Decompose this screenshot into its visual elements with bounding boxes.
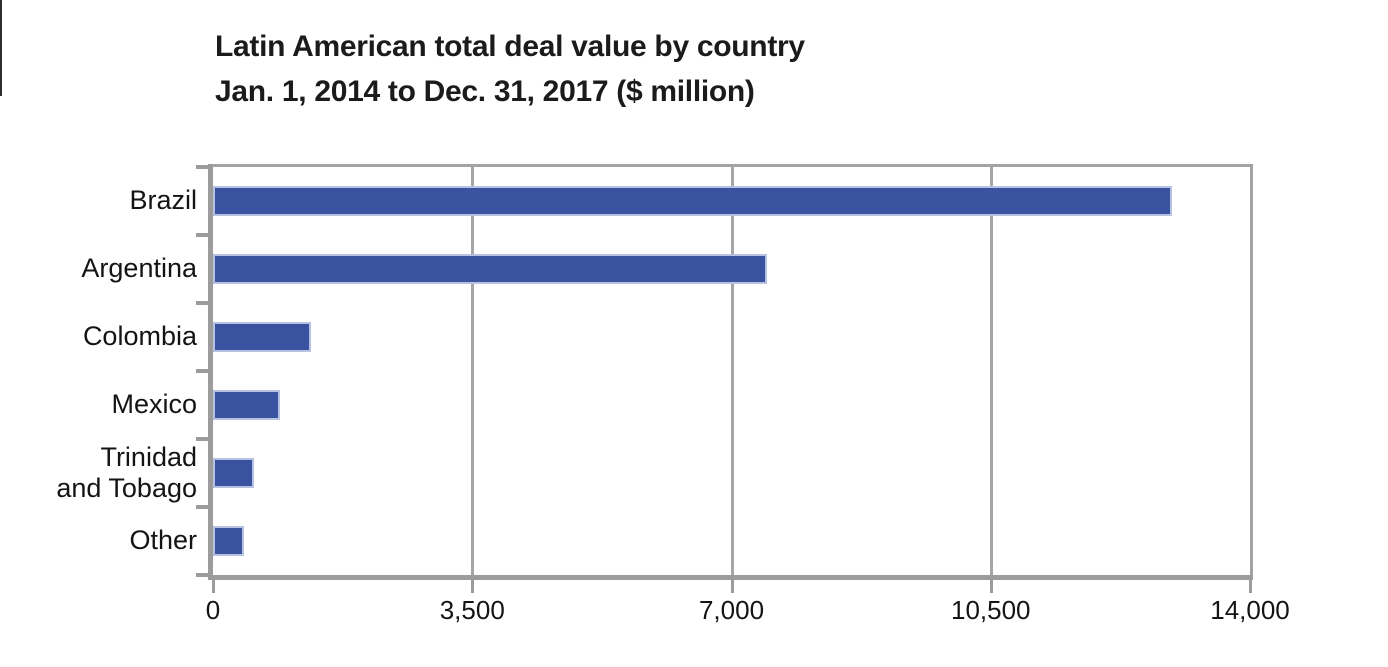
category-label-line: Brazil	[129, 185, 197, 216]
scan-artifact-line	[0, 0, 2, 96]
bar-colombia	[213, 322, 311, 352]
plot-border-top	[208, 164, 1253, 167]
bar-row-argentina	[213, 235, 1250, 303]
x-tick-label-14-000: 14,000	[1210, 595, 1290, 625]
x-axis-tick-14-000	[1249, 580, 1252, 593]
y-axis-tick	[196, 573, 208, 577]
category-label-line: Colombia	[82, 321, 197, 352]
category-label-colombia: Colombia	[0, 303, 197, 371]
x-tick-label-7-000: 7,000	[698, 595, 765, 625]
x-axis-tick-0	[212, 580, 215, 593]
category-label-brazil: Brazil	[0, 167, 197, 235]
category-label-line: Argentina	[81, 253, 197, 284]
bar-trinidad-and-tobago	[213, 458, 254, 488]
x-tick-label-0: 0	[205, 595, 221, 625]
bar-row-trinidad-and-tobago	[213, 439, 1250, 507]
x-tick-label-10-500: 10,500	[950, 595, 1031, 625]
bar-row-mexico	[213, 371, 1250, 439]
plot-area: 0 3,500 7,000 10,500 14,000 Brazil Argentina Co…	[56, 164, 1290, 625]
gridline-10-500	[989, 167, 993, 575]
bar-mexico	[213, 390, 280, 420]
category-label-line: Mexico	[111, 389, 197, 420]
chart-title-line2: Jan. 1, 2014 to Dec. 31, 2017 ($ million…	[215, 75, 755, 108]
gridline-7-000	[730, 167, 734, 575]
category-label-line: and Tobago	[56, 472, 197, 503]
y-axis-tick	[196, 232, 208, 237]
x-axis-tick-10-500	[989, 580, 993, 593]
category-label-other: Other	[0, 507, 197, 575]
chart-title-line1: Latin American total deal value by count…	[215, 30, 805, 63]
category-label-mexico: Mexico	[0, 371, 197, 439]
plot-border-right	[1250, 164, 1253, 580]
category-label-trinidad-and-tobago: Trinidad and Tobago	[0, 439, 197, 507]
bar-row-colombia	[213, 303, 1250, 371]
y-axis-tick	[196, 369, 208, 373]
y-axis-tick	[196, 436, 208, 441]
bar-row-other	[213, 507, 1250, 575]
chart-title: Latin American total deal value by count…	[215, 24, 805, 114]
y-axis-line	[208, 164, 213, 580]
y-axis-tick	[196, 505, 208, 509]
bar-other	[213, 526, 245, 556]
y-axis-tick	[196, 165, 208, 169]
category-label-argentina: Argentina	[0, 235, 197, 303]
x-tick-label-3-500: 3,500	[439, 595, 505, 625]
bar-brazil	[213, 186, 1173, 216]
x-axis-tick-3-500	[471, 580, 475, 593]
x-axis-line	[208, 575, 1253, 580]
bar-rows	[213, 167, 1250, 575]
bar-argentina	[213, 254, 768, 284]
x-axis-tick-7-000	[730, 580, 734, 593]
gridline-3-500	[471, 167, 475, 575]
bar-row-brazil	[213, 167, 1250, 235]
category-label-line: Other	[129, 525, 197, 556]
y-axis-tick	[196, 300, 208, 305]
category-label-line: Trinidad	[100, 441, 197, 472]
